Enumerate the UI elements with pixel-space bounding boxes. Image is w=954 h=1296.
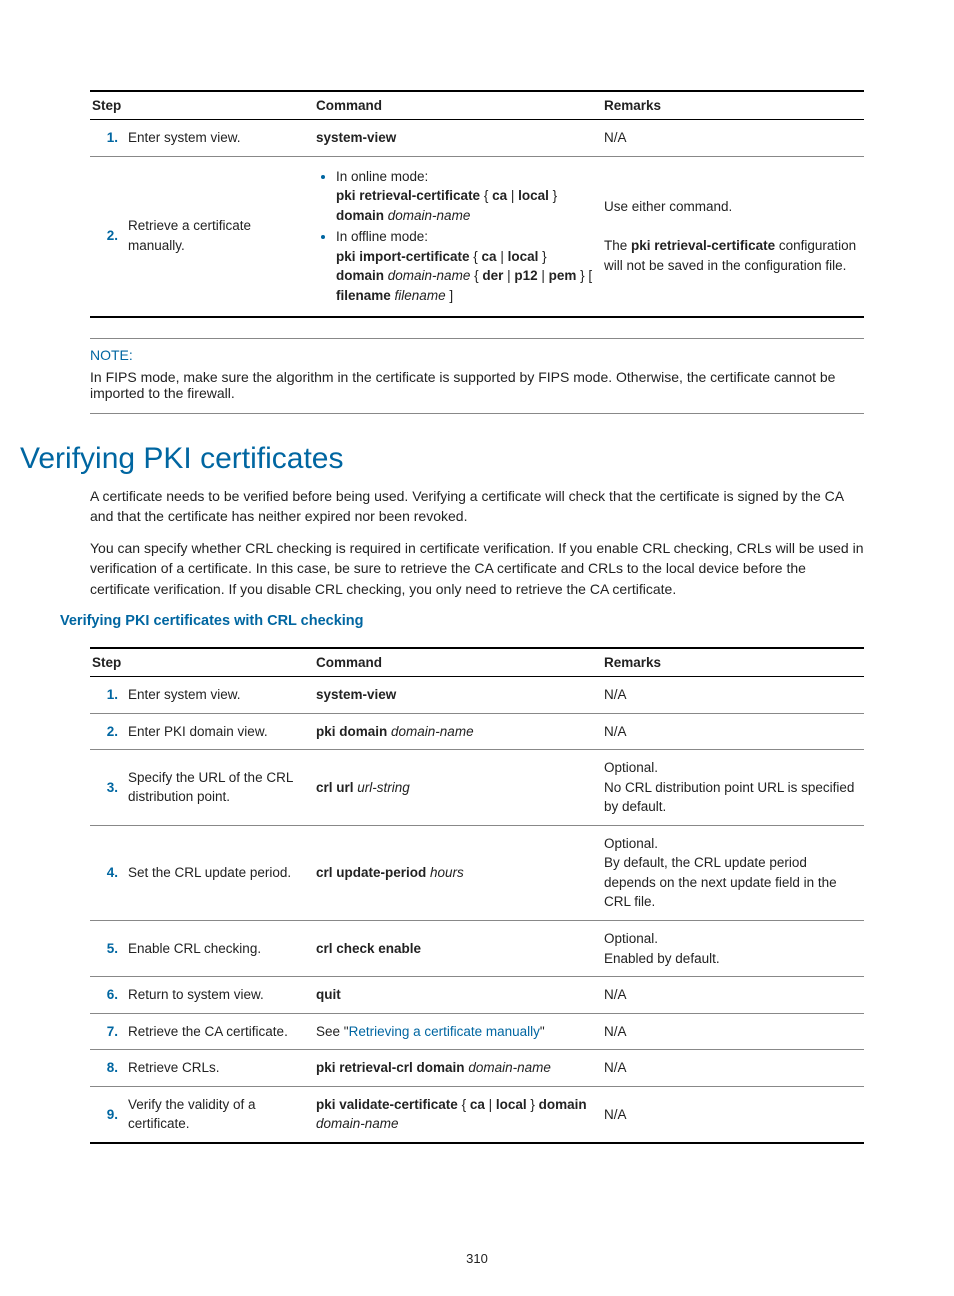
step-number: 7. [90,1013,126,1050]
command-cell: crl update-period hours [314,825,602,920]
section-title: Verifying PKI certificates [20,442,864,476]
table-row: 1.Enter system view.system-viewN/A [90,676,864,713]
remarks-cell: N/A [602,1050,864,1087]
command-cell: pki validate-certificate { ca | local } … [314,1086,602,1143]
step-text: Return to system view. [126,977,314,1014]
step-text: Enter PKI domain view. [126,713,314,750]
remarks-cell: Optional.No CRL distribution point URL i… [602,750,864,826]
table-row: 3.Specify the URL of the CRL distributio… [90,750,864,826]
remarks-cell: N/A [602,1013,864,1050]
table-row: 9.Verify the validity of a certificate.p… [90,1086,864,1143]
command-cell: system-view [314,120,602,157]
remarks-cell: N/A [602,713,864,750]
step-text: Enter system view. [126,676,314,713]
paragraph-2: You can specify whether CRL checking is … [90,538,864,599]
command-cell: pki retrieval-crl domain domain-name [314,1050,602,1087]
note-text: In FIPS mode, make sure the algorithm in… [90,369,864,401]
command-cell: See "Retrieving a certificate manually" [314,1013,602,1050]
command-table-2: Step Command Remarks 1.Enter system view… [90,647,864,1144]
step-text: Verify the validity of a certificate. [126,1086,314,1143]
step-text: Retrieve CRLs. [126,1050,314,1087]
note-label: NOTE: [90,347,864,363]
table-row: 1.Enter system view.system-viewN/A [90,120,864,157]
page-number: 310 [0,1251,954,1266]
step-text: Retrieve the CA certificate. [126,1013,314,1050]
step-number: 1. [90,676,126,713]
remarks-cell: N/A [602,676,864,713]
table-row: 2.Retrieve a certificate manually.In onl… [90,156,864,316]
table-row: 5.Enable CRL checking.crl check enableOp… [90,921,864,977]
remarks-cell: Use either command.The pki retrieval-cer… [602,156,864,316]
step-number: 2. [90,156,126,316]
note-box: NOTE: In FIPS mode, make sure the algori… [90,338,864,414]
step-number: 2. [90,713,126,750]
remarks-cell: Optional.By default, the CRL update peri… [602,825,864,920]
command-cell: crl check enable [314,921,602,977]
th2-command: Command [314,648,602,677]
subheading: Verifying PKI certificates with CRL chec… [60,613,864,629]
command-table-1: Step Command Remarks 1.Enter system view… [90,90,864,318]
step-number: 1. [90,120,126,157]
step-number: 9. [90,1086,126,1143]
step-number: 6. [90,977,126,1014]
command-cell: quit [314,977,602,1014]
paragraph-1: A certificate needs to be verified befor… [90,486,864,527]
command-cell: pki domain domain-name [314,713,602,750]
command-cell: crl url url-string [314,750,602,826]
step-text: Enable CRL checking. [126,921,314,977]
note-top-rule [90,338,864,339]
th-command: Command [314,91,602,120]
step-text: Enter system view. [126,120,314,157]
step-text: Retrieve a certificate manually. [126,156,314,316]
table-row: 6.Return to system view.quitN/A [90,977,864,1014]
remarks-cell: N/A [602,977,864,1014]
table-row: 4.Set the CRL update period.crl update-p… [90,825,864,920]
step-number: 4. [90,825,126,920]
table-row: 7.Retrieve the CA certificate.See "Retri… [90,1013,864,1050]
step-number: 3. [90,750,126,826]
table1-body: 1.Enter system view.system-viewN/A2.Retr… [90,120,864,317]
step-text: Specify the URL of the CRL distribution … [126,750,314,826]
table-row: 2.Enter PKI domain view.pki domain domai… [90,713,864,750]
table2-body: 1.Enter system view.system-viewN/A2.Ente… [90,676,864,1143]
step-number: 8. [90,1050,126,1087]
step-text: Set the CRL update period. [126,825,314,920]
remarks-cell: Optional.Enabled by default. [602,921,864,977]
th-step: Step [90,91,314,120]
th2-remarks: Remarks [602,648,864,677]
remarks-cell: N/A [602,1086,864,1143]
command-cell: In online mode:pki retrieval-certificate… [314,156,602,316]
th2-step: Step [90,648,314,677]
remarks-cell: N/A [602,120,864,157]
th-remarks: Remarks [602,91,864,120]
step-number: 5. [90,921,126,977]
table-row: 8.Retrieve CRLs.pki retrieval-crl domain… [90,1050,864,1087]
command-cell: system-view [314,676,602,713]
